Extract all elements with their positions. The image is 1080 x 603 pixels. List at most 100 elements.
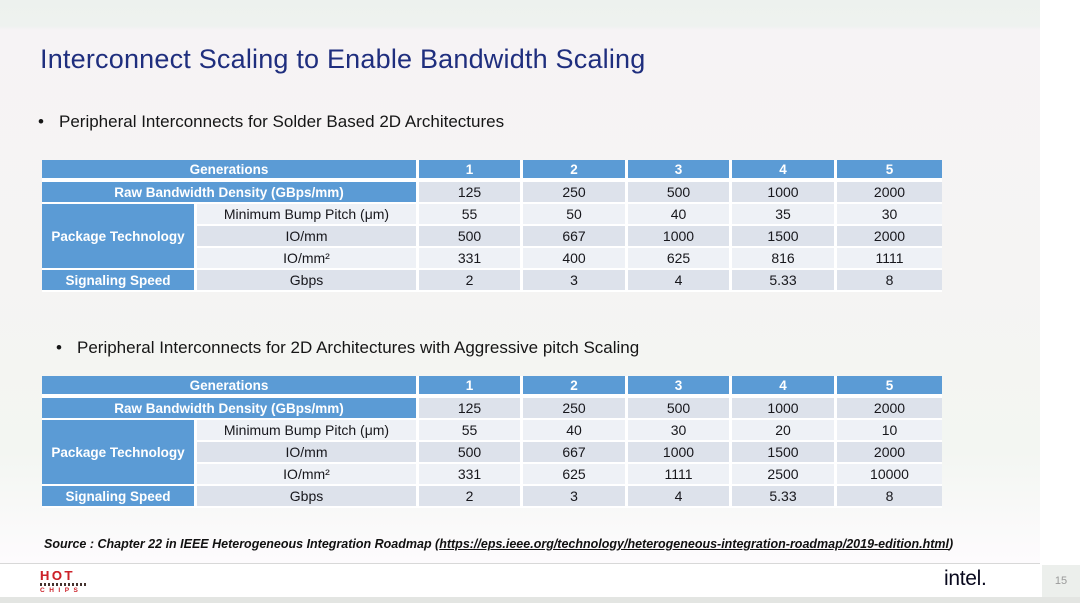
table-row: Raw Bandwidth Density (GBps/mm) 125 250 … (42, 182, 942, 204)
table-header-row: Generations 1 2 3 4 5 (42, 376, 942, 398)
value-cell: 500 (628, 182, 732, 204)
page-number: 15 (1054, 575, 1068, 587)
value-cell: 40 (628, 204, 732, 226)
unit-cell: Gbps (197, 270, 419, 292)
generation-column-header: 3 (628, 376, 732, 398)
value-cell: 500 (419, 442, 523, 464)
value-cell: 400 (523, 248, 628, 270)
bullet-text: Peripheral Interconnects for Solder Base… (59, 112, 505, 131)
generation-column-header: 5 (837, 376, 942, 398)
value-cell: 2500 (732, 464, 837, 486)
table-row: Signaling Speed Gbps 2 3 4 5.33 8 (42, 486, 942, 508)
table-solder-based-2d: Generations 1 2 3 4 5 Raw Bandwidth Dens… (42, 160, 942, 292)
value-cell: 3 (523, 486, 628, 508)
value-cell: 10 (837, 420, 942, 442)
generation-column-header: 4 (732, 160, 837, 182)
value-cell: 5.33 (732, 270, 837, 292)
value-cell: 500 (628, 398, 732, 420)
hotchips-logo-subtext: CHIPS (40, 587, 83, 594)
value-cell: 1500 (732, 226, 837, 248)
bullet-icon: • (38, 112, 44, 131)
value-cell: 10000 (837, 464, 942, 486)
value-cell: 8 (837, 486, 942, 508)
value-cell: 1000 (628, 226, 732, 248)
row-label-cell: Raw Bandwidth Density (GBps/mm) (42, 182, 419, 204)
value-cell: 250 (523, 398, 628, 420)
value-cell: 35 (732, 204, 837, 226)
row-label-cell: IO/mm² (197, 464, 419, 486)
value-cell: 8 (837, 270, 942, 292)
value-cell: 55 (419, 204, 523, 226)
generation-column-header: 1 (419, 160, 523, 182)
value-cell: 667 (523, 226, 628, 248)
table-row: IO/mm² 331 625 1111 2500 10000 (42, 464, 942, 486)
value-cell: 1500 (732, 442, 837, 464)
source-text: Source : Chapter 22 in IEEE Heterogeneou… (44, 537, 440, 551)
value-cell: 4 (628, 486, 732, 508)
group-label-cell: Package Technology (42, 204, 197, 270)
slide-title: Interconnect Scaling to Enable Bandwidth… (40, 44, 646, 74)
row-label-cell: Signaling Speed (42, 270, 197, 292)
value-cell: 2 (419, 486, 523, 508)
generations-header-cell: Generations (42, 376, 419, 398)
value-cell: 5.33 (732, 486, 837, 508)
value-cell: 20 (732, 420, 837, 442)
generation-column-header: 2 (523, 160, 628, 182)
value-cell: 1000 (732, 398, 837, 420)
value-cell: 125 (419, 182, 523, 204)
value-cell: 55 (419, 420, 523, 442)
generation-column-header: 4 (732, 376, 837, 398)
row-label-cell: IO/mm (197, 442, 419, 464)
row-label-cell: Signaling Speed (42, 486, 197, 508)
hotchips-logo-text: HOT (40, 569, 90, 582)
table-aggressive-pitch-2d: Generations 1 2 3 4 5 Raw Bandwidth Dens… (42, 376, 942, 508)
slide-footer: HOT CHIPS intel. (0, 563, 1040, 597)
row-label-cell: IO/mm² (197, 248, 419, 270)
unit-cell: Gbps (197, 486, 419, 508)
generation-column-header: 3 (628, 160, 732, 182)
source-link[interactable]: https://eps.ieee.org/technology/heteroge… (439, 537, 950, 551)
intel-logo: intel. (944, 567, 987, 590)
value-cell: 2000 (837, 226, 942, 248)
value-cell: 3 (523, 270, 628, 292)
row-label-cell: Raw Bandwidth Density (GBps/mm) (42, 398, 419, 420)
value-cell: 500 (419, 226, 523, 248)
value-cell: 816 (732, 248, 837, 270)
value-cell: 1111 (837, 248, 942, 270)
value-cell: 1111 (628, 464, 732, 486)
source-citation: Source : Chapter 22 in IEEE Heterogeneou… (44, 537, 953, 551)
value-cell: 50 (523, 204, 628, 226)
generation-column-header: 1 (419, 376, 523, 398)
value-cell: 2 (419, 270, 523, 292)
table-row: Package Technology Minimum Bump Pitch (μ… (42, 204, 942, 270)
row-label-cell: Minimum Bump Pitch (μm) (197, 204, 419, 226)
value-cell: 625 (628, 248, 732, 270)
bullet-solder-based: • Peripheral Interconnects for Solder Bas… (38, 112, 504, 132)
generations-header-cell: Generations (42, 160, 419, 182)
table-row: Package Technology Minimum Bump Pitch (μ… (42, 420, 942, 486)
value-cell: 331 (419, 248, 523, 270)
hotchips-logo: HOT CHIPS (40, 569, 90, 594)
value-cell: 4 (628, 270, 732, 292)
row-label-cell: Minimum Bump Pitch (μm) (197, 420, 419, 442)
value-cell: 250 (523, 182, 628, 204)
value-cell: 30 (628, 420, 732, 442)
page-number-badge: 15 (1042, 565, 1080, 597)
value-cell: 625 (523, 464, 628, 486)
generation-column-header: 2 (523, 376, 628, 398)
value-cell: 2000 (837, 398, 942, 420)
value-cell: 331 (419, 464, 523, 486)
value-cell: 2000 (837, 182, 942, 204)
bottom-edge-bar (0, 597, 1080, 603)
table-row: Signaling Speed Gbps 2 3 4 5.33 8 (42, 270, 942, 292)
value-cell: 40 (523, 420, 628, 442)
table-header-row: Generations 1 2 3 4 5 (42, 160, 942, 182)
table-row: IO/mm 500 667 1000 1500 2000 (42, 442, 942, 464)
generation-column-header: 5 (837, 160, 942, 182)
value-cell: 667 (523, 442, 628, 464)
value-cell: 125 (419, 398, 523, 420)
bullet-icon: • (56, 338, 62, 357)
value-cell: 2000 (837, 442, 942, 464)
group-label-cell: Package Technology (42, 420, 197, 486)
value-cell: 1000 (628, 442, 732, 464)
